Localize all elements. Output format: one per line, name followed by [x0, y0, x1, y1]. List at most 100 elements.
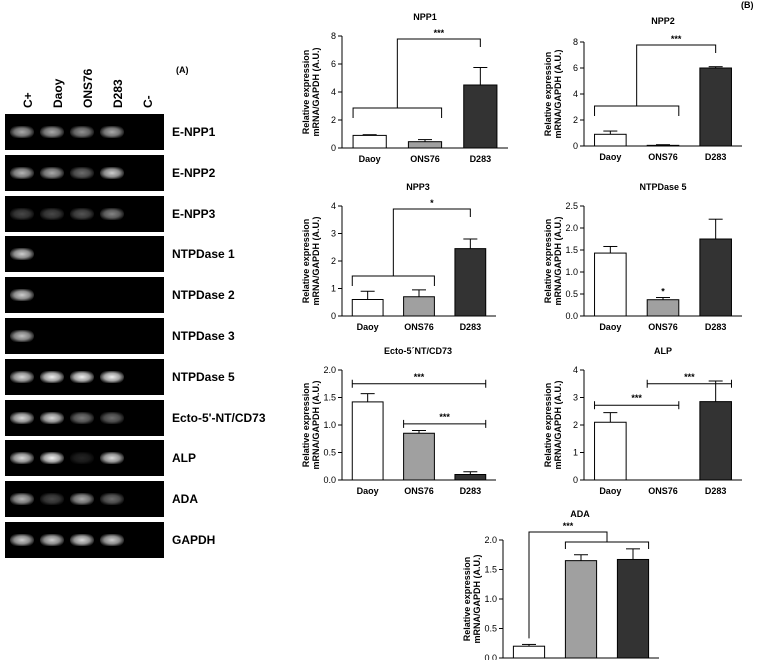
gel-band	[40, 534, 64, 546]
y-axis-label-line: mRNA/GAPDH (A.U.)	[472, 554, 482, 643]
y-tick-label: 4	[573, 365, 578, 375]
sig-bracket	[636, 44, 717, 106]
chart-title: ALP	[654, 346, 672, 356]
sig-bracket	[351, 275, 435, 286]
bar	[594, 252, 627, 317]
gene-label: ALP	[172, 451, 196, 466]
y-axis-label: Relative expression mRNA/GAPDH (A.U.)	[301, 47, 321, 136]
gel-band	[100, 411, 124, 424]
gel-band	[10, 330, 34, 342]
y-tick-label: 1	[573, 448, 578, 458]
chart: NPP1 0 2 4 6 8 Relative expression mRNA/GAPDH (…	[301, 12, 508, 164]
y-axis-label-line: Relative expression	[543, 383, 553, 468]
chart-title: NPP2	[651, 16, 675, 26]
gel-image	[5, 522, 164, 558]
gel-band	[70, 411, 94, 424]
sig-label: ***	[434, 28, 445, 38]
bar	[616, 558, 650, 659]
sig-label: ***	[414, 372, 425, 382]
gene-label: NTPDase 5	[172, 369, 235, 384]
bar	[351, 401, 384, 481]
y-axis-label: Relative expression mRNA/GAPDH (A.U.)	[301, 380, 321, 469]
y-axis-label-line: Relative expression	[301, 219, 311, 304]
bar	[646, 144, 680, 147]
gel-band	[10, 289, 34, 302]
lane-label: ONS76	[81, 68, 95, 108]
gel-band	[70, 534, 94, 546]
gel-image	[5, 195, 164, 232]
gel-band	[10, 207, 34, 220]
x-tick-label: Daoy	[359, 154, 381, 164]
y-axis-label-line: mRNA/GAPDH (A.U.)	[553, 380, 563, 469]
sig-bracket	[594, 105, 680, 116]
x-tick-label: Daoy	[357, 486, 379, 496]
x-tick-label: D283	[460, 486, 482, 496]
gel-image	[5, 114, 164, 150]
gel-band	[10, 452, 34, 465]
gene-label: ADA	[172, 492, 198, 507]
y-tick-label: 2	[331, 256, 336, 266]
y-axis-label-line: Relative expression	[543, 219, 553, 304]
y-tick-label: 1.0	[323, 420, 336, 430]
gel-image	[5, 277, 164, 314]
y-tick-label: 8	[573, 37, 578, 47]
gel-band	[70, 370, 94, 383]
gene-label: GAPDH	[172, 533, 216, 547]
gel-band	[10, 248, 34, 261]
y-tick-label: 0	[331, 143, 336, 153]
bar	[646, 299, 680, 317]
x-tick-label: ONS76	[404, 486, 434, 496]
y-tick-label: 2.5	[565, 201, 578, 211]
y-axis-label-line: mRNA/GAPDH (A.U.)	[311, 216, 321, 305]
y-tick-label: 2	[573, 115, 578, 125]
bar	[699, 238, 732, 317]
y-axis-label-line: mRNA/GAPDH (A.U.)	[311, 47, 321, 136]
x-tick-label: D283	[705, 322, 727, 332]
gene-label: E-NPP3	[172, 206, 216, 221]
sig-label: *	[430, 198, 434, 208]
gel-band	[10, 166, 34, 179]
sig-bracket	[392, 208, 471, 276]
x-tick-label: Daoy	[599, 152, 621, 162]
y-axis-label-line: mRNA/GAPDH (A.U.)	[311, 380, 321, 469]
y-tick-label: 0.5	[323, 448, 336, 458]
y-tick-label: 0.5	[565, 289, 578, 299]
y-axis-label: Relative expression mRNA/GAPDH (A.U.)	[543, 380, 563, 469]
y-tick-label: 1.0	[484, 594, 497, 604]
gene-label: NTPDase 1	[172, 247, 235, 262]
sig-bracket	[528, 531, 608, 639]
panel-a-label: (A)	[176, 65, 189, 75]
y-tick-label: 3	[573, 393, 578, 403]
x-tick-label: ONS76	[404, 322, 434, 332]
bar	[512, 645, 546, 659]
x-tick-label: Daoy	[599, 486, 621, 496]
y-axis-label: Relative expression mRNA/GAPDH (A.U.)	[543, 216, 563, 305]
y-axis-label: Relative expression mRNA/GAPDH (A.U.)	[543, 49, 563, 138]
y-tick-label: 1.5	[484, 565, 497, 575]
bar	[699, 401, 732, 481]
bar	[351, 299, 384, 317]
x-tick-label: D283	[705, 486, 727, 496]
y-tick-label: 0	[331, 311, 336, 321]
gel-band	[10, 534, 34, 546]
gel-image	[5, 481, 164, 518]
y-tick-label: 6	[331, 59, 336, 69]
gel-band	[70, 207, 94, 220]
gel-band	[100, 207, 124, 220]
x-tick-label: Daoy	[357, 322, 379, 332]
y-tick-label: 6	[573, 63, 578, 73]
sig-label: ***	[631, 393, 642, 403]
gel-band	[100, 452, 124, 465]
chart: NPP2 0 2 4 6 8 Relative expression mRNA/GAPDH (…	[543, 16, 742, 162]
gel-band	[70, 126, 94, 138]
gene-label: E-NPP2	[172, 165, 216, 180]
gel-band	[40, 370, 64, 383]
y-tick-label: 2.0	[484, 535, 497, 545]
gel-band	[40, 493, 64, 506]
gel-band	[100, 370, 124, 383]
gel-band	[40, 126, 64, 138]
gel-image	[5, 358, 164, 395]
y-axis-label: Relative expression mRNA/GAPDH (A.U.)	[301, 216, 321, 305]
